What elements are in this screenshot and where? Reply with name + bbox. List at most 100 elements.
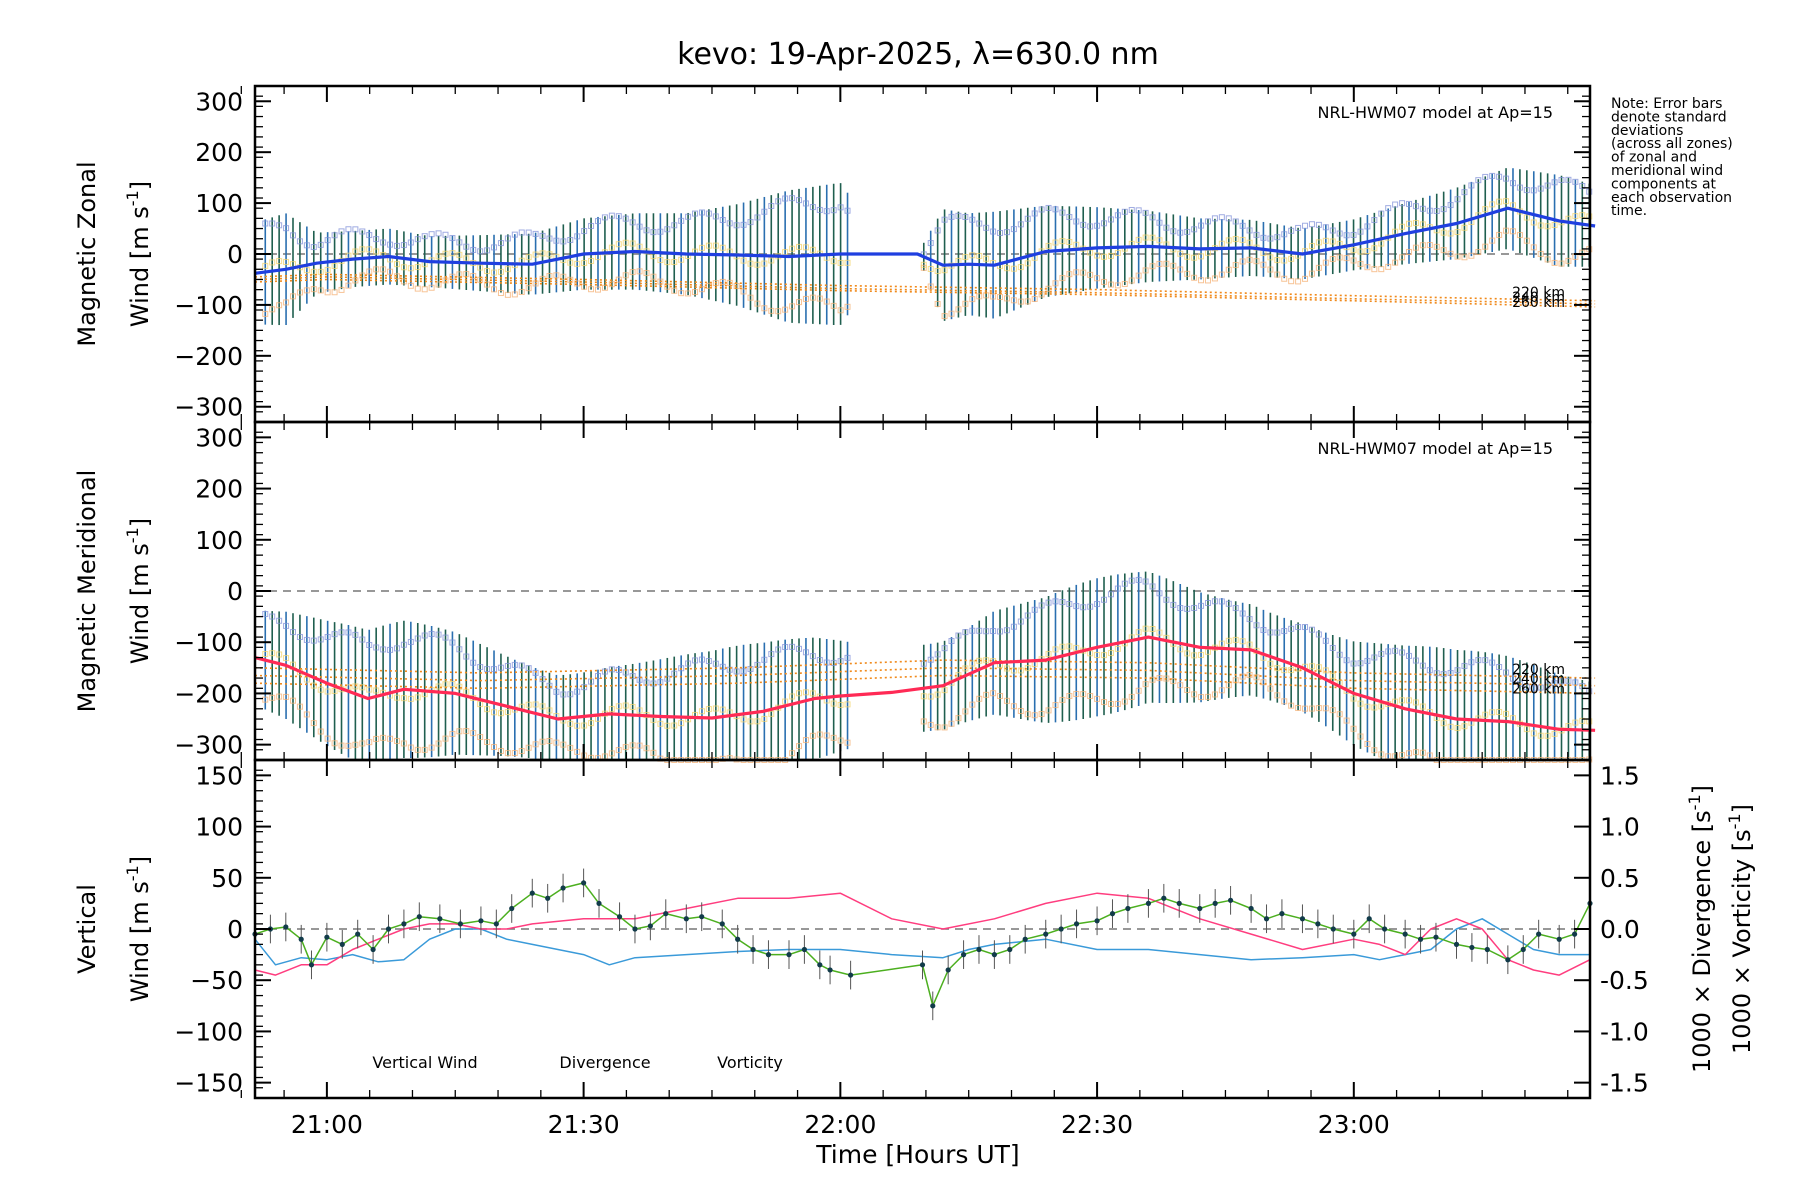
y-tick-label: −200 — [174, 679, 243, 708]
zone-sample — [345, 226, 352, 233]
vertical-wind-point — [1536, 931, 1542, 937]
zone-sample — [1031, 210, 1038, 217]
zone-sample — [525, 254, 532, 261]
zone-sample — [802, 244, 809, 251]
y2-tick-label: 1.5 — [1600, 761, 1640, 790]
zone-sample — [830, 700, 837, 707]
zone-sample — [310, 637, 317, 644]
zone-sample — [920, 693, 927, 700]
zone-sample — [1080, 691, 1087, 698]
zone-sample — [1357, 228, 1364, 235]
zone-sample — [789, 693, 796, 700]
vertical-wind-point — [1022, 936, 1028, 942]
note-line: of zonal and — [1611, 150, 1697, 166]
zone-sample — [1128, 693, 1135, 700]
zone-sample — [449, 235, 456, 242]
zone-sample — [1364, 740, 1371, 747]
zone-sample — [636, 742, 643, 749]
zone-sample — [1419, 703, 1426, 710]
vertical-wind-point — [1469, 944, 1475, 951]
zone-sample — [844, 654, 851, 661]
zone-sample — [414, 285, 421, 292]
zone-sample — [678, 665, 685, 672]
zone-sample — [1191, 254, 1198, 261]
zone-sample — [1107, 701, 1114, 708]
zone-sample — [1267, 254, 1274, 261]
zone-sample — [1357, 733, 1364, 740]
zone-sample — [830, 302, 837, 309]
model-height-label: 240 km — [1512, 290, 1565, 306]
zone-sample — [1371, 266, 1378, 273]
zone-sample — [463, 688, 470, 695]
zone-sample — [1010, 226, 1017, 233]
zone-sample — [560, 741, 567, 748]
zone-sample — [934, 724, 941, 731]
zone-sample — [1087, 271, 1094, 278]
zone-sample — [1218, 214, 1225, 221]
zone-sample — [1523, 726, 1530, 733]
zone-sample — [1177, 229, 1184, 236]
zone-sample — [1156, 260, 1163, 267]
vertical-wind-point — [1197, 905, 1203, 912]
zone-sample — [574, 722, 581, 729]
zone-sample — [1163, 224, 1170, 231]
zone-sample — [262, 696, 269, 703]
zone-sample — [789, 303, 796, 310]
zone-sample — [1496, 664, 1503, 671]
zone-sample — [920, 261, 927, 268]
zone-sample — [366, 232, 373, 239]
zone-sample — [539, 232, 546, 239]
x-tick-label: 22:30 — [1061, 1110, 1133, 1139]
y-axis-label-line1: Vertical — [73, 884, 101, 974]
zone-sample — [608, 281, 615, 288]
vertical-wind-point — [416, 914, 422, 920]
y-axis-label-line2: Wind [m s-1] — [123, 518, 154, 664]
zone-sample — [1426, 667, 1433, 674]
zone-sample — [407, 695, 414, 702]
zone-sample — [740, 257, 747, 264]
zone-sample — [1523, 187, 1530, 194]
zone-sample — [1454, 253, 1461, 260]
zone-sample — [262, 651, 269, 658]
x-ticks — [240, 422, 1569, 760]
zone-sample — [574, 233, 581, 240]
zone-sample — [657, 720, 664, 727]
zone-sample — [338, 629, 345, 636]
zone-sample — [1184, 686, 1191, 693]
vertical-wind-point — [1145, 900, 1152, 906]
zone-sample — [1260, 261, 1267, 268]
zone-sample — [768, 203, 775, 210]
zone-sample — [692, 210, 699, 217]
zone-sample — [664, 283, 671, 290]
vertical-wind-point — [355, 931, 361, 937]
zone-sample — [442, 634, 449, 641]
zone-sample — [1461, 662, 1468, 669]
zone-sample — [1322, 237, 1329, 244]
zone-sample — [1399, 697, 1406, 704]
y-tick-label: 150 — [195, 761, 243, 790]
zone-sample — [1107, 591, 1114, 598]
zone-sample — [1371, 217, 1378, 224]
zone-sample — [1565, 257, 1572, 264]
zone-sample — [400, 695, 407, 702]
zone-sample — [574, 748, 581, 755]
zone-sample — [983, 691, 990, 698]
vertical-wind-point — [1402, 931, 1408, 937]
zone-sample — [1572, 178, 1579, 185]
zone-sample — [1295, 624, 1302, 631]
zone-sample — [1308, 270, 1315, 277]
zone-sample — [1350, 695, 1357, 702]
zone-sample — [1225, 266, 1232, 273]
zone-sample — [796, 299, 803, 306]
zone-sample — [407, 638, 414, 645]
zone-sample — [504, 235, 511, 242]
vertical-wind-point — [1248, 905, 1254, 912]
zone-sample — [1274, 629, 1281, 636]
zone-sample — [484, 268, 491, 275]
zone-sample — [802, 295, 809, 302]
right-axis: -1.5 -1.0 -0.5 0.0 0.5 1.0 1.5 — [1574, 761, 1649, 1098]
zone-sample — [421, 286, 428, 293]
zone-sample — [1523, 214, 1530, 221]
vertical-wind-point — [817, 962, 823, 968]
zone-sample — [1094, 252, 1101, 259]
